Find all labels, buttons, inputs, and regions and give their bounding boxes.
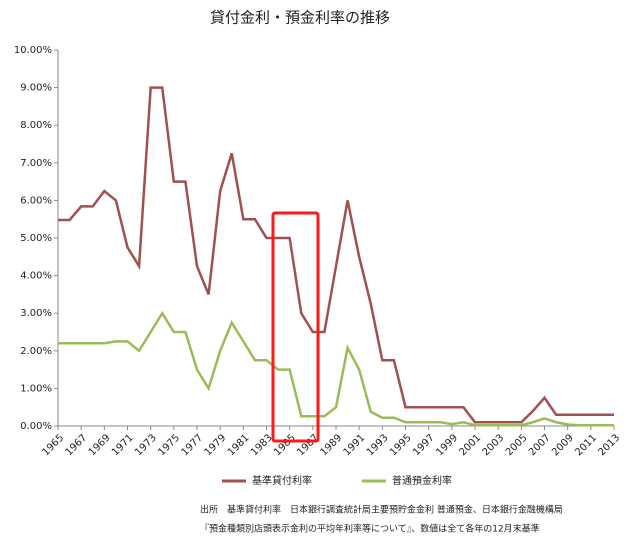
series-line [58,86,614,424]
y-tick-label: 7.00% [20,158,52,169]
y-tick-label: 8.00% [20,120,52,131]
chart-title: 貸付金利・預金利率の推移 [210,9,390,27]
y-tick-label: 9.00% [20,83,52,94]
legend-label: 基準貸付利率 [252,474,312,487]
x-tick-label: 2009 [550,432,576,458]
x-tick-label: 1981 [226,432,252,458]
source-note: 出所 基準貸付利率 日本銀行調査統計局主要預貯金金利 普通預金、日本銀行金融機構… [200,504,563,516]
x-tick-label: 2013 [596,432,622,458]
x-tick-label: 1983 [249,432,275,458]
x-tick-label: 1971 [110,432,136,458]
y-tick-label: 2.00% [20,346,52,357]
y-tick-label: 4.00% [20,271,52,282]
series-line [58,310,614,427]
y-tick-label: 1.00% [20,383,52,394]
source-note: 『預金種類別店頭表示金利の平均年利率等について』、数値は全て各年の12月末基準 [200,523,540,535]
x-tick-label: 2003 [481,432,507,458]
y-tick-label: 3.00% [20,308,52,319]
y-tick-label: 0.00% [20,421,52,432]
x-tick-label: 1969 [87,432,113,458]
x-tick-label: 1999 [434,432,460,458]
x-tick-label: 1993 [365,432,391,458]
y-tick-label: 10.00% [14,45,52,56]
x-tick-label: 2001 [457,432,483,458]
x-tick-label: 1965 [40,432,66,458]
x-tick-label: 1977 [179,432,205,458]
x-tick-label: 1991 [342,432,368,458]
legend-label: 普通預金利率 [392,474,452,487]
x-tick-label: 1975 [156,432,182,458]
y-tick-label: 6.00% [20,195,52,206]
x-tick-label: 2011 [573,432,599,458]
x-tick-label: 2005 [504,432,530,458]
x-tick-label: 1997 [411,432,437,458]
x-tick-label: 1973 [133,432,159,458]
x-tick-label: 2007 [527,432,553,458]
highlight-box [271,211,320,443]
x-tick-label: 1985 [272,432,298,458]
x-tick-label: 1989 [318,432,344,458]
x-tick-label: 1995 [388,432,414,458]
y-tick-label: 5.00% [20,233,52,244]
x-tick-label: 1979 [203,432,229,458]
x-tick-label: 1967 [64,432,90,458]
